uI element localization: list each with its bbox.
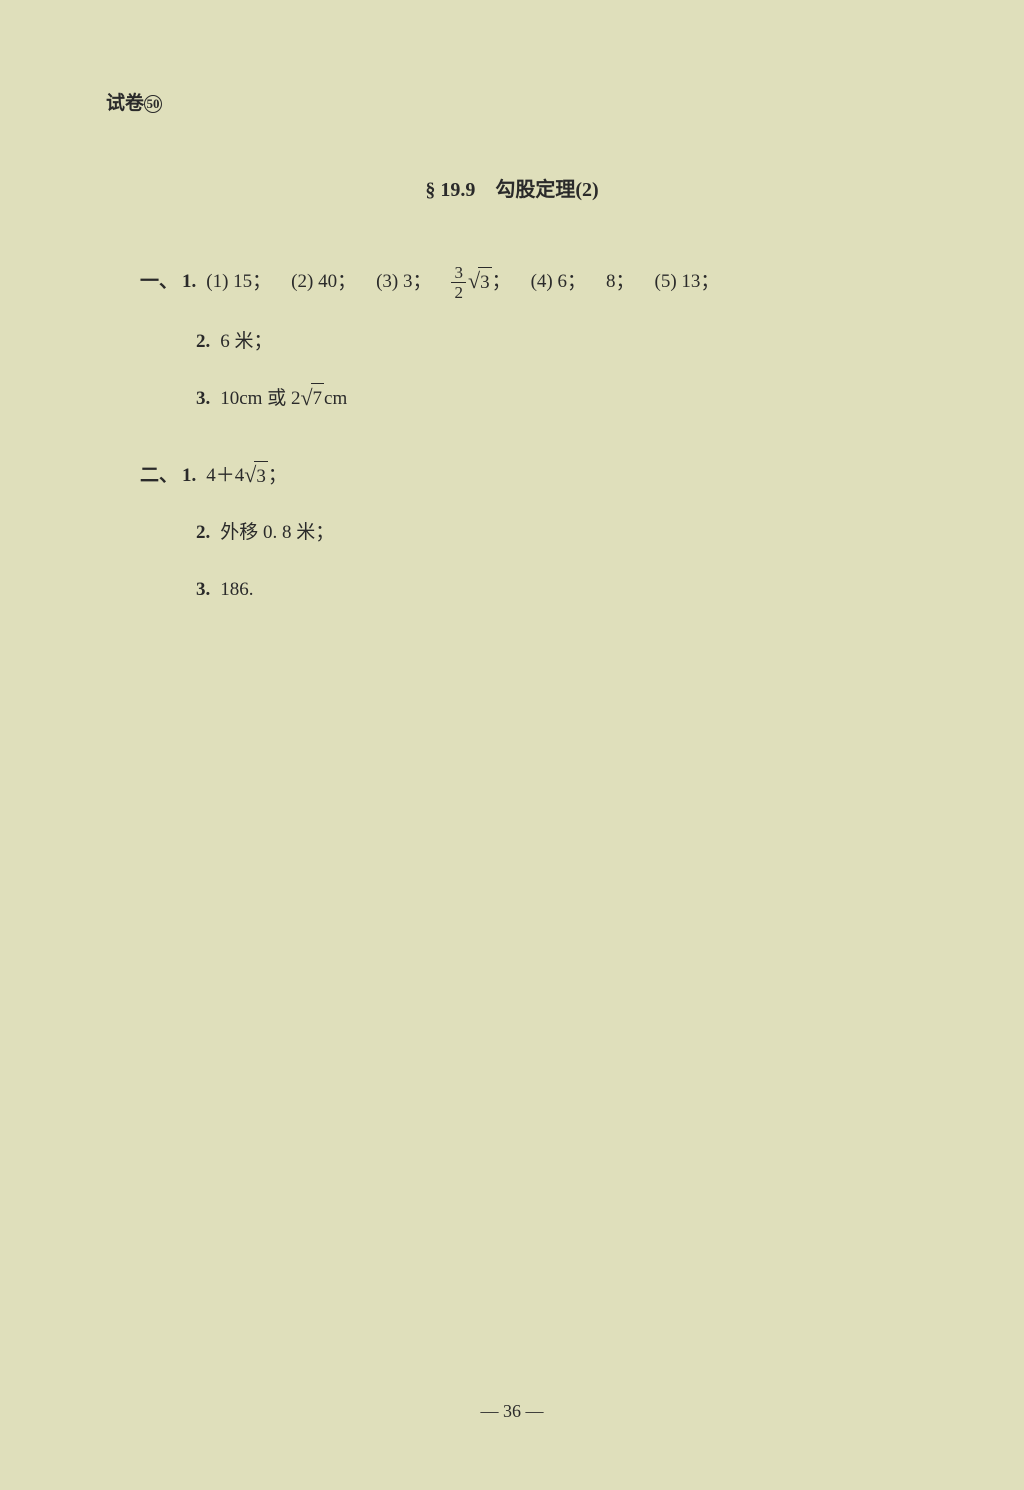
section-two-item-2: 2. 外移 0. 8 米； <box>196 518 924 548</box>
answer-part: (5) 13； <box>655 267 720 297</box>
page-container: 试卷50 § 19.9 勾股定理(2) 一、 1. (1) 15； (2) 40… <box>0 0 1024 1490</box>
item-content: 4＋4 √3 ； <box>206 461 287 492</box>
item-number: 3. <box>196 384 210 414</box>
suffix: ； <box>492 267 511 297</box>
item-content: 外移 0. 8 米； <box>220 518 334 548</box>
item-content: 186. <box>220 575 253 605</box>
sqrt-sign: √ <box>300 387 312 409</box>
text-post: cm <box>324 384 347 414</box>
answer-part: (3) 3； <box>376 267 431 297</box>
sqrt: √7 <box>300 383 324 414</box>
fraction-denominator: 2 <box>451 283 466 301</box>
text-post: ； <box>268 461 287 491</box>
text-pre: 4＋4 <box>206 461 244 491</box>
section-two-item-1: 二、 1. 4＋4 √3 ； <box>140 461 924 492</box>
section-marker: 二、 <box>140 461 178 491</box>
sqrt: √3 <box>244 461 268 492</box>
fraction: 3 2 <box>451 264 466 301</box>
page-number: — 36 — <box>0 1401 1024 1422</box>
sqrt-sign: √ <box>468 270 480 292</box>
answer-part: (4) 6； <box>531 267 586 297</box>
item-number: 1. <box>182 267 196 297</box>
header-number: 50 <box>144 95 162 113</box>
section-two: 二、 1. 4＋4 √3 ； 2. 外移 0. 8 米； 3. 186. <box>140 461 924 605</box>
answer-part: (1) 15； <box>206 267 271 297</box>
section-marker: 一、 <box>140 267 178 297</box>
sqrt-body: 3 <box>478 267 492 298</box>
text-pre: 10cm 或 2 <box>220 384 300 414</box>
section-one-item-1: 一、 1. (1) 15； (2) 40； (3) 3； 3 2 √3； (4)… <box>140 264 924 301</box>
section-one-item-3: 3. 10cm 或 2 √7 cm <box>196 383 924 414</box>
item-number: 3. <box>196 575 210 605</box>
fraction-numerator: 3 <box>451 264 466 283</box>
item-content: (1) 15； (2) 40； (3) 3； 3 2 √3； (4) 6； 8；… <box>206 264 719 301</box>
section-two-item-3: 3. 186. <box>196 575 924 605</box>
section-one-item-2: 2. 6 米； <box>196 327 924 357</box>
exam-header: 试卷50 <box>106 88 924 115</box>
header-prefix: 试卷 <box>106 93 144 114</box>
section-one: 一、 1. (1) 15； (2) 40； (3) 3； 3 2 √3； (4)… <box>140 264 924 415</box>
answer-part: 8； <box>606 267 635 297</box>
item-content: 10cm 或 2 √7 cm <box>220 383 347 414</box>
answer-part: (2) 40； <box>291 267 356 297</box>
sqrt-body: 3 <box>254 461 268 492</box>
sqrt: √3 <box>468 267 492 298</box>
page-title: § 19.9 勾股定理(2) <box>100 173 924 202</box>
item-content: 6 米； <box>220 327 272 357</box>
item-number: 2. <box>196 327 210 357</box>
item-number: 2. <box>196 518 210 548</box>
item-number: 1. <box>182 461 196 491</box>
sqrt-sign: √ <box>244 464 256 486</box>
